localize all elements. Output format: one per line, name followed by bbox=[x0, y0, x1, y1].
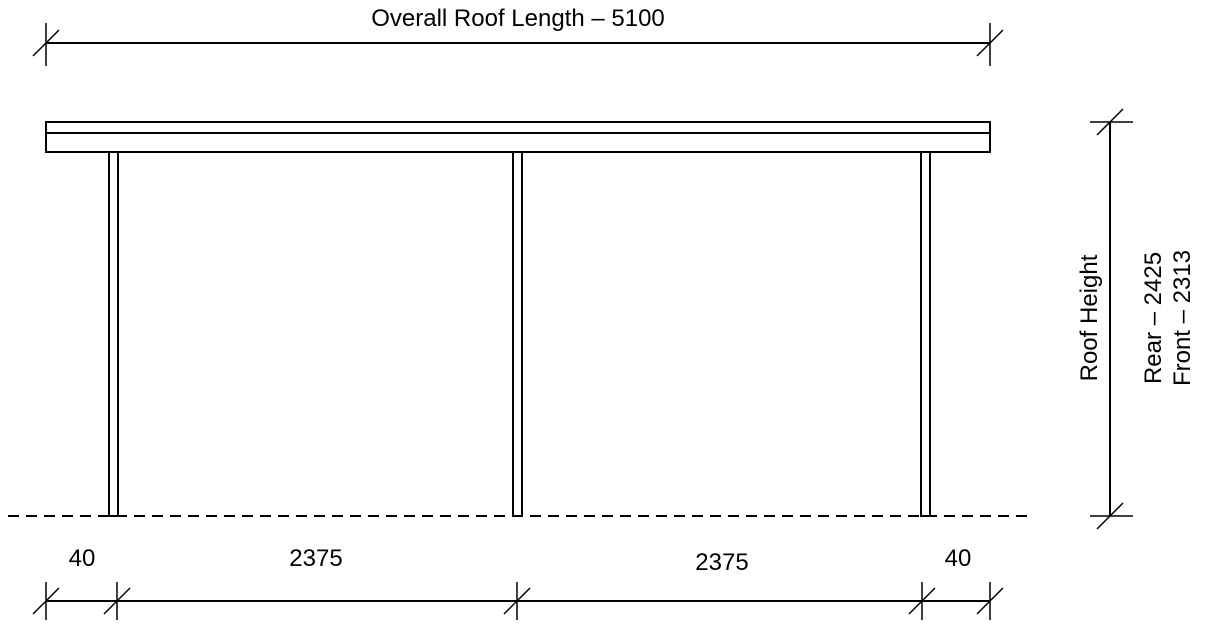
roof-beam bbox=[45, 121, 991, 153]
post-right bbox=[920, 151, 931, 517]
roof-height-tick-top bbox=[1096, 108, 1124, 136]
bottom-tick-3 bbox=[503, 587, 531, 615]
post-middle bbox=[512, 151, 523, 517]
bottom-tick-2 bbox=[103, 587, 131, 615]
bottom-tick-4 bbox=[908, 587, 936, 615]
overall-length-label: Overall Roof Length – 5100 bbox=[371, 5, 665, 32]
right-overhang-label: 40 bbox=[945, 545, 972, 572]
bottom-tick-1 bbox=[32, 587, 60, 615]
bottom-span-dimensions: 40 2375 2375 40 bbox=[32, 545, 1004, 620]
overall-length-dimension: Overall Roof Length – 5100 bbox=[32, 5, 1004, 66]
roof-height-label: Roof Height bbox=[1076, 254, 1103, 381]
left-overhang-label: 40 bbox=[69, 545, 96, 572]
front-height-label: Front – 2313 bbox=[1169, 250, 1196, 386]
overall-length-tick-right bbox=[976, 29, 1004, 57]
left-span-label: 2375 bbox=[289, 545, 342, 572]
bottom-tick-5 bbox=[976, 587, 1004, 615]
overall-length-tick-left bbox=[32, 29, 60, 57]
roof-height-tick-bottom bbox=[1096, 502, 1124, 530]
rear-height-label: Rear – 2425 bbox=[1140, 252, 1167, 384]
roof-beam-outline bbox=[45, 121, 991, 153]
roof-height-dimension: Roof Height Rear – 2425 Front – 2313 bbox=[1076, 108, 1196, 530]
post-left bbox=[108, 151, 119, 517]
right-span-label: 2375 bbox=[695, 549, 748, 576]
